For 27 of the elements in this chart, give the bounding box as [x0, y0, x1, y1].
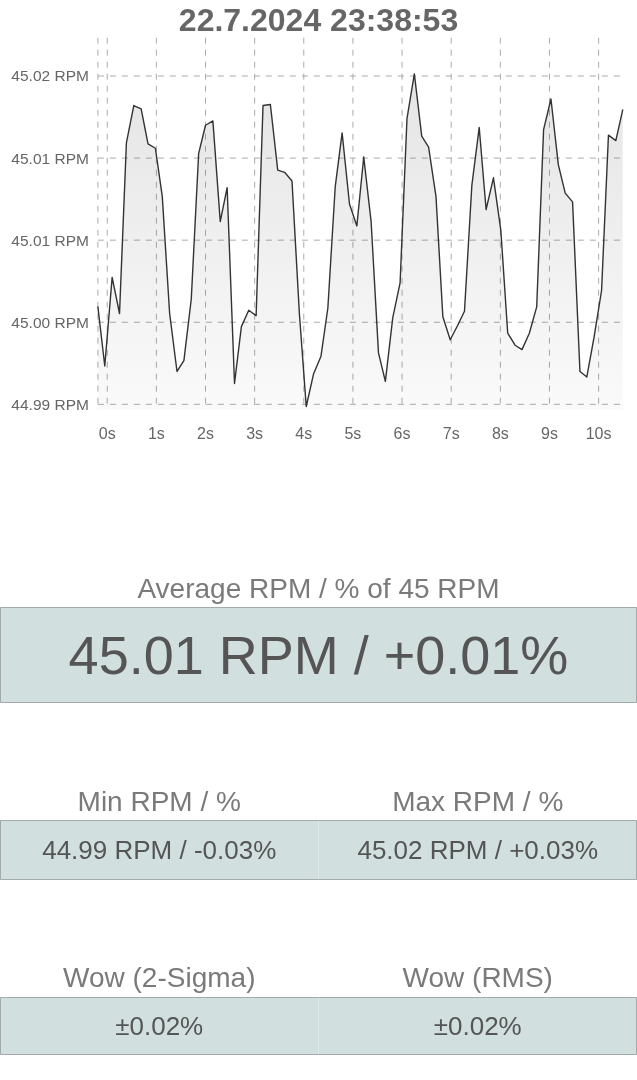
y-tick-label: 45.00 RPM	[11, 313, 89, 331]
x-tick-label: 4s	[295, 424, 313, 442]
text: 45.02 RPM / +0.03%	[357, 835, 599, 866]
text: Average RPM / % of 45 RPM	[137, 572, 500, 604]
y-tick-label: 45.01 RPM	[11, 149, 89, 167]
x-tick-label: 9s	[541, 424, 558, 442]
text: Min RPM / %	[77, 785, 241, 817]
x-tick-label: 8s	[491, 424, 509, 442]
y-tick-label: 45.02 RPM	[11, 67, 89, 85]
x-tick-label: 7s	[442, 424, 460, 442]
chart-title: 22.7.2024 23:38:53	[178, 2, 459, 39]
x-tick-label: 6s	[393, 424, 411, 442]
x-tick-label: 1s	[147, 424, 165, 442]
y-tick-label: 45.01 RPM	[11, 231, 89, 249]
x-tick-label: 10s	[585, 424, 612, 442]
text: ±0.02%	[433, 1011, 522, 1042]
text: ±0.02%	[115, 1011, 204, 1042]
text: Wow (RMS)	[402, 961, 553, 993]
x-tick-label: 5s	[344, 424, 362, 442]
text: 44.99 RPM / -0.03%	[42, 835, 277, 866]
text: 45.01 RPM / +0.01%	[68, 624, 569, 685]
y-tick-label: 44.99 RPM	[11, 395, 89, 413]
x-tick-label: 3s	[246, 424, 264, 442]
x-tick-label: 0s	[98, 424, 116, 442]
text: Wow (2-Sigma)	[63, 961, 256, 993]
x-tick-label: 2s	[197, 424, 214, 442]
text: Max RPM / %	[392, 785, 564, 817]
